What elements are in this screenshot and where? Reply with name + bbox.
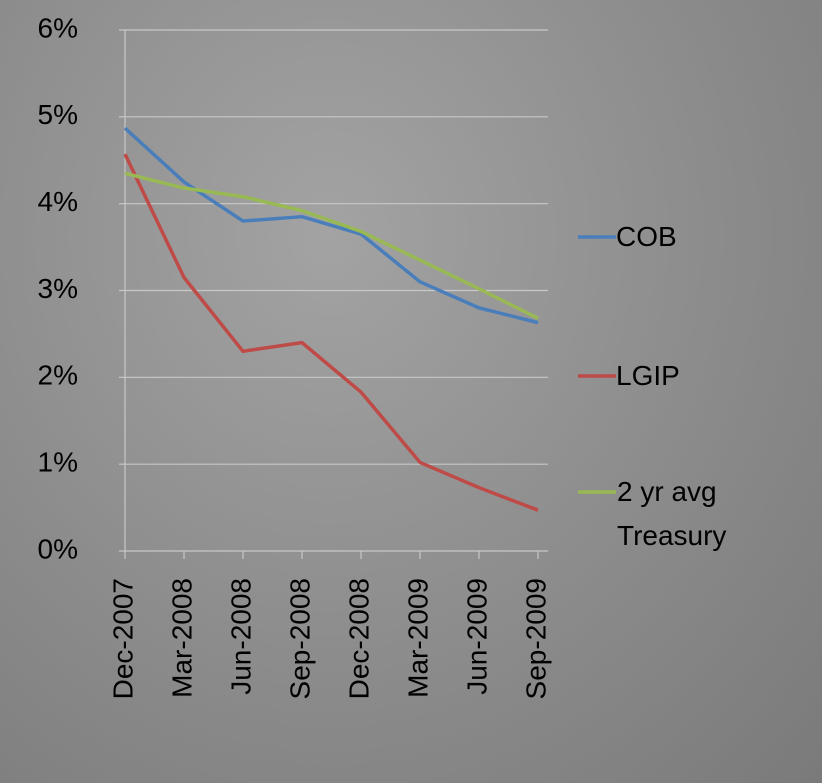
x-tick-label: Mar-2008 <box>166 578 197 698</box>
y-tick-label: 6% <box>38 12 78 43</box>
x-tick-label: Sep-2009 <box>520 578 551 699</box>
y-tick-label: 1% <box>38 447 78 478</box>
x-tick-label: Jun-2008 <box>225 578 256 695</box>
x-tick-label: Sep-2008 <box>284 578 315 699</box>
legend-label: 2 yr avg Treasury <box>617 476 727 551</box>
y-tick-label: 0% <box>38 533 78 564</box>
series-line <box>123 153 539 512</box>
x-tick-label: Dec-2007 <box>107 578 138 699</box>
y-tick-label: 5% <box>38 99 78 130</box>
y-tick-label: 2% <box>38 360 78 391</box>
x-tick-label: Jun-2009 <box>461 578 492 695</box>
series-line <box>124 171 539 320</box>
legend-label: COB <box>616 221 677 252</box>
legend-label: LGIP <box>616 360 680 391</box>
x-tick-label: Mar-2009 <box>402 578 433 698</box>
y-tick-label: 3% <box>38 273 78 304</box>
x-tick-label: Dec-2008 <box>343 578 374 699</box>
y-tick-label: 4% <box>38 186 78 217</box>
series-line <box>123 126 539 325</box>
